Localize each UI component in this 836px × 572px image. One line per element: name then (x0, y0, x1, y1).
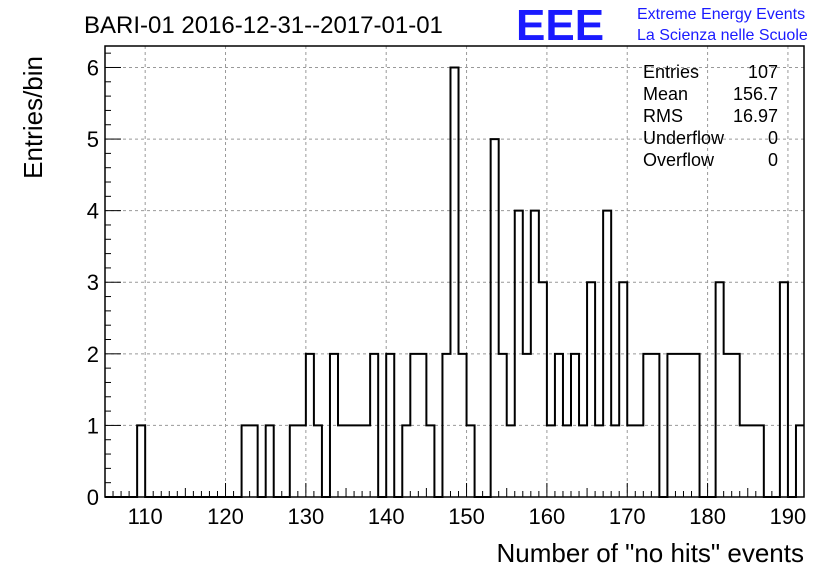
y-tick-label: 4 (87, 199, 99, 224)
stat-label: Underflow (643, 128, 725, 148)
logo-line1: Extreme Energy Events (637, 6, 805, 23)
x-tick-label: 130 (288, 504, 325, 529)
y-axis-label: Entries/bin (18, 56, 48, 179)
stat-value: 156.7 (733, 84, 778, 104)
logo-mark: EEE (516, 1, 604, 50)
plot-frame (104, 45, 805, 498)
x-tick-label: 110 (128, 504, 163, 529)
stat-value: 0 (768, 150, 778, 170)
logo-line2: La Scienza nelle Scuole (637, 27, 808, 44)
y-tick-label: 6 (87, 55, 99, 80)
x-tick-label: 170 (609, 504, 646, 529)
x-tick-label: 120 (207, 504, 244, 529)
y-tick-label: 5 (87, 127, 99, 152)
stat-label: Entries (643, 62, 699, 82)
eee-logo: EEE Extreme Energy Events La Scienza nel… (516, 1, 808, 50)
x-tick-label: 190 (770, 504, 807, 529)
y-tick-label: 1 (87, 413, 99, 438)
y-tick-label: 0 (87, 485, 99, 510)
x-tick-label: 140 (368, 504, 405, 529)
stat-label: Overflow (643, 150, 715, 170)
stats-box: Entries 107 Mean 156.7 RMS 16.97 Underflow 0 Ove… (643, 62, 778, 170)
chart-title: BARI-01 2016-12-31--2017-01-01 (84, 12, 443, 39)
stat-value: 16.97 (733, 106, 778, 126)
stat-label: Mean (643, 84, 688, 104)
x-axis-ticks: 110 120 130 140 150 160 170 180 190 (104, 483, 807, 529)
x-tick-label: 150 (448, 504, 485, 529)
y-axis-ticks: 0 1 2 3 4 5 6 (87, 52, 121, 510)
x-tick-label: 180 (689, 504, 726, 529)
stat-value: 0 (768, 128, 778, 148)
y-tick-label: 2 (87, 342, 99, 367)
stat-label: RMS (643, 106, 683, 126)
stat-value: 107 (748, 62, 778, 82)
y-tick-label: 3 (87, 270, 99, 295)
x-tick-label: 160 (529, 504, 566, 529)
x-axis-label: Number of "no hits" events (497, 538, 805, 568)
